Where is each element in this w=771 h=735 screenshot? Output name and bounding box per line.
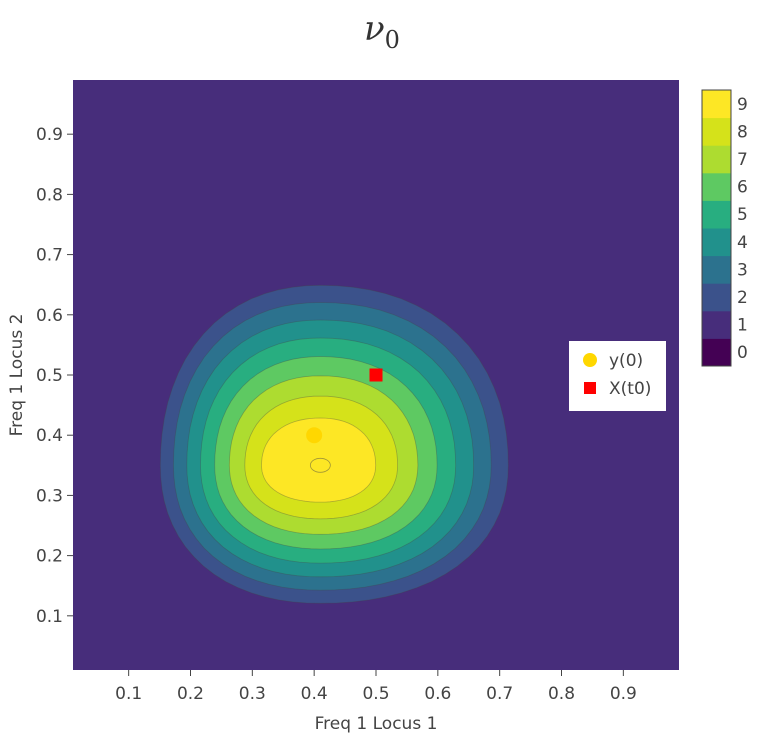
contour-peak — [309, 457, 331, 473]
y-axis: 0.1 0.2 0.3 0.4 0.5 0.6 0.7 0.8 0.9 — [36, 125, 73, 627]
y-axis-title: Freq 1 Locus 2 — [7, 314, 27, 437]
y-tick-label: 0.5 — [36, 366, 63, 386]
colorbar-step-7 — [702, 145, 731, 174]
x-tick-label: 0.9 — [610, 684, 637, 704]
colorbar-label: 9 — [737, 95, 748, 115]
x-tick-label: 0.4 — [301, 684, 328, 704]
legend-box — [569, 341, 666, 411]
colorbar-step-8 — [702, 117, 731, 146]
y-tick-label: 0.7 — [36, 246, 63, 266]
x-tick-label: 0.2 — [177, 684, 204, 704]
markers — [306, 368, 383, 444]
legend-label: y(0) — [609, 351, 643, 371]
legend-label: X(t0) — [609, 379, 651, 399]
x-tick-label: 0.1 — [115, 684, 142, 704]
legend: y(0) X(t0) — [569, 341, 666, 411]
colorbar-step-3 — [702, 255, 731, 284]
legend-symbol-y(0) — [583, 353, 597, 367]
contour-fill — [159, 284, 509, 604]
x-tick-label: 0.8 — [548, 684, 575, 704]
chart-title: ν0 — [364, 9, 400, 54]
y-tick-label: 0.6 — [36, 306, 63, 326]
y-tick-label: 0.2 — [36, 547, 63, 567]
y-tick-label: 0.8 — [36, 185, 63, 205]
colorbar-step-9 — [702, 90, 731, 119]
colorbar-step-4 — [702, 228, 731, 257]
colorbar: 0 1 2 3 4 5 6 7 8 9 — [701, 89, 748, 367]
colorbar-label: 5 — [737, 205, 748, 225]
colorbar-step-5 — [702, 200, 731, 229]
x-tick-label: 0.7 — [486, 684, 513, 704]
legend-symbol-X(t0) — [584, 382, 596, 394]
y-tick-label: 0.4 — [36, 426, 63, 446]
marker-y(0) — [306, 427, 323, 444]
colorbar-step-2 — [702, 283, 731, 312]
x-tick-label: 0.3 — [239, 684, 266, 704]
colorbar-label: 4 — [737, 233, 748, 253]
y-tick-label: 0.9 — [36, 125, 63, 145]
marker-X(t0) — [369, 368, 383, 382]
colorbar-label: 1 — [737, 316, 748, 336]
x-axis: 0.1 0.2 0.3 0.4 0.5 0.6 0.7 0.8 0.9 — [115, 670, 637, 704]
x-tick-label: 0.6 — [424, 684, 451, 704]
colorbar-label: 7 — [737, 150, 748, 170]
colorbar-label: 8 — [737, 122, 748, 142]
colorbar-step-6 — [702, 172, 731, 201]
colorbar-label: 6 — [737, 178, 748, 198]
colorbar-step-1 — [702, 310, 731, 339]
colorbar-outline — [701, 89, 732, 367]
x-axis-title: Freq 1 Locus 1 — [315, 714, 438, 734]
y-tick-label: 0.3 — [36, 486, 63, 506]
colorbar-label: 3 — [737, 260, 748, 280]
colorbar-label: 0 — [737, 343, 748, 363]
colorbar-step-0 — [702, 338, 731, 367]
y-tick-label: 0.1 — [36, 607, 63, 627]
x-tick-label: 0.5 — [362, 684, 389, 704]
colorbar-label: 2 — [737, 288, 748, 308]
